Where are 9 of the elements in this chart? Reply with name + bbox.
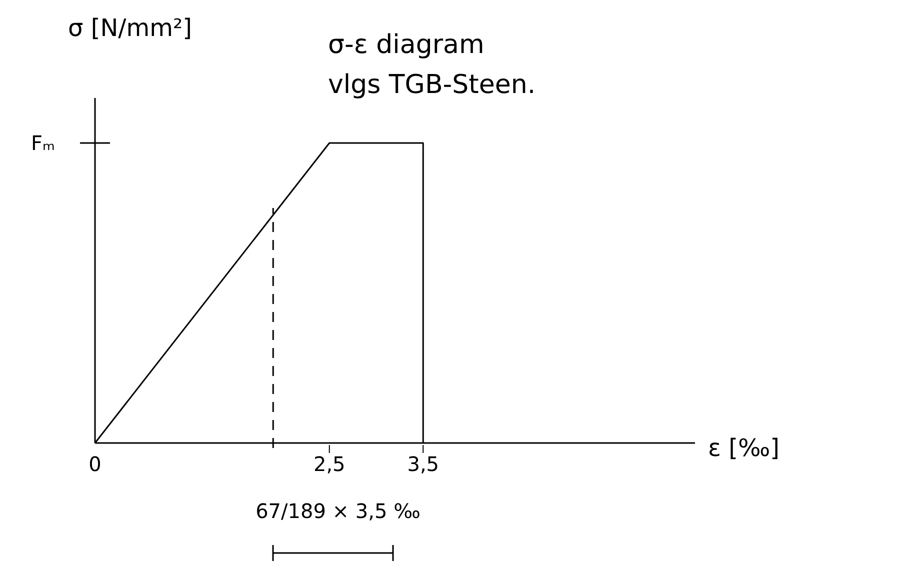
x-tick-label: 0: [88, 452, 102, 476]
x-tick-label: 3,5: [407, 452, 440, 476]
text: Fₘ: [31, 131, 55, 155]
text: 67/189 × 3,5 ‰: [256, 499, 420, 523]
chart-title: σ-ε diagram: [328, 30, 484, 60]
y-axis-title: σ [N/mm²]: [68, 14, 192, 42]
x-tick-label: 2,5: [313, 452, 346, 476]
chart-subtitle: vlgs TGB-Steen.: [328, 70, 536, 100]
x-axis-title: ε [‰]: [708, 434, 780, 462]
